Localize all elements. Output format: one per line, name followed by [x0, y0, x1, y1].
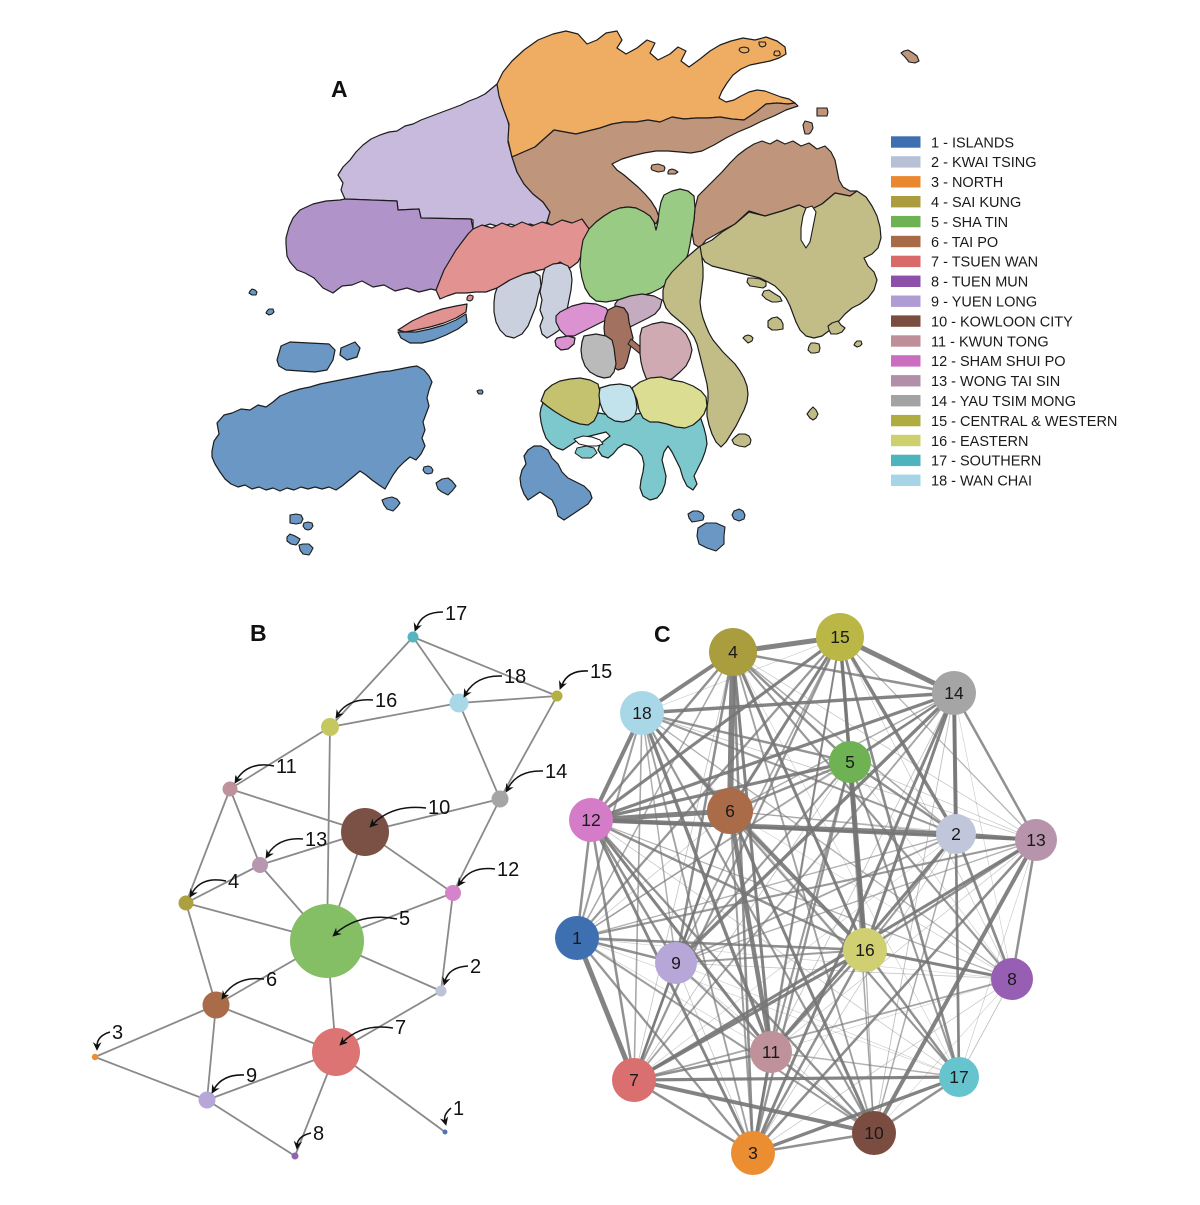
svg-text:16: 16 — [375, 690, 397, 712]
svg-text:13: 13 — [1026, 830, 1045, 850]
svg-text:1: 1 — [572, 928, 582, 948]
svg-text:10 - KOWLOON CITY: 10 - KOWLOON CITY — [931, 314, 1073, 330]
svg-text:17 - SOUTHERN: 17 - SOUTHERN — [931, 454, 1041, 470]
svg-text:18: 18 — [504, 666, 526, 688]
svg-text:8: 8 — [313, 1123, 324, 1145]
svg-text:14: 14 — [545, 761, 567, 783]
svg-text:13: 13 — [305, 829, 327, 851]
svg-text:14: 14 — [944, 683, 964, 703]
svg-text:6: 6 — [725, 801, 735, 821]
svg-text:11: 11 — [762, 1042, 780, 1062]
svg-text:5: 5 — [399, 908, 410, 930]
svg-text:16 - EASTERN: 16 - EASTERN — [931, 434, 1029, 450]
svg-text:6 - TAI PO: 6 - TAI PO — [931, 235, 998, 251]
svg-text:11 - KWUN TONG: 11 - KWUN TONG — [931, 334, 1049, 350]
svg-text:12 - SHAM SHUI PO: 12 - SHAM SHUI PO — [931, 354, 1066, 370]
svg-text:18: 18 — [632, 703, 651, 723]
svg-text:16: 16 — [855, 940, 874, 960]
svg-text:5 - SHA TIN: 5 - SHA TIN — [931, 215, 1008, 231]
svg-text:10: 10 — [864, 1123, 884, 1143]
svg-text:2 - KWAI TSING: 2 - KWAI TSING — [931, 155, 1037, 171]
svg-text:A: A — [331, 76, 348, 102]
svg-text:7: 7 — [395, 1017, 406, 1039]
svg-text:17: 17 — [949, 1067, 968, 1087]
svg-text:14 - YAU TSIM MONG: 14 - YAU TSIM MONG — [931, 394, 1076, 410]
svg-text:2: 2 — [951, 824, 961, 844]
svg-text:15: 15 — [830, 627, 849, 647]
svg-text:4: 4 — [228, 871, 239, 893]
svg-text:3 - NORTH: 3 - NORTH — [931, 175, 1003, 191]
svg-text:12: 12 — [581, 810, 600, 830]
svg-text:3: 3 — [112, 1022, 123, 1044]
svg-text:17: 17 — [445, 603, 467, 625]
svg-text:13 - WONG TAI SIN: 13 - WONG TAI SIN — [931, 374, 1060, 390]
svg-text:2: 2 — [470, 956, 481, 978]
svg-text:8 - TUEN MUN: 8 - TUEN MUN — [931, 275, 1028, 291]
svg-text:7: 7 — [629, 1070, 639, 1090]
svg-text:C: C — [654, 621, 671, 647]
svg-text:15 - CENTRAL & WESTERN: 15 - CENTRAL & WESTERN — [931, 414, 1117, 430]
svg-text:12: 12 — [497, 859, 519, 881]
svg-text:9: 9 — [246, 1065, 257, 1087]
svg-text:1: 1 — [453, 1098, 464, 1120]
svg-text:3: 3 — [748, 1143, 758, 1163]
svg-text:18 - WAN CHAI: 18 - WAN CHAI — [931, 474, 1032, 490]
svg-text:15: 15 — [590, 661, 612, 683]
svg-text:9 - YUEN LONG: 9 - YUEN LONG — [931, 295, 1037, 311]
svg-text:11: 11 — [276, 756, 297, 778]
svg-text:9: 9 — [671, 953, 681, 973]
svg-text:4 - SAI KUNG: 4 - SAI KUNG — [931, 195, 1021, 211]
svg-text:B: B — [250, 620, 267, 646]
svg-text:5: 5 — [845, 752, 855, 772]
svg-text:4: 4 — [728, 642, 738, 662]
svg-text:10: 10 — [428, 797, 450, 819]
svg-text:1 - ISLANDS: 1 - ISLANDS — [931, 135, 1014, 151]
svg-text:6: 6 — [266, 969, 277, 991]
svg-text:7 - TSUEN WAN: 7 - TSUEN WAN — [931, 255, 1038, 271]
svg-text:8: 8 — [1007, 969, 1017, 989]
